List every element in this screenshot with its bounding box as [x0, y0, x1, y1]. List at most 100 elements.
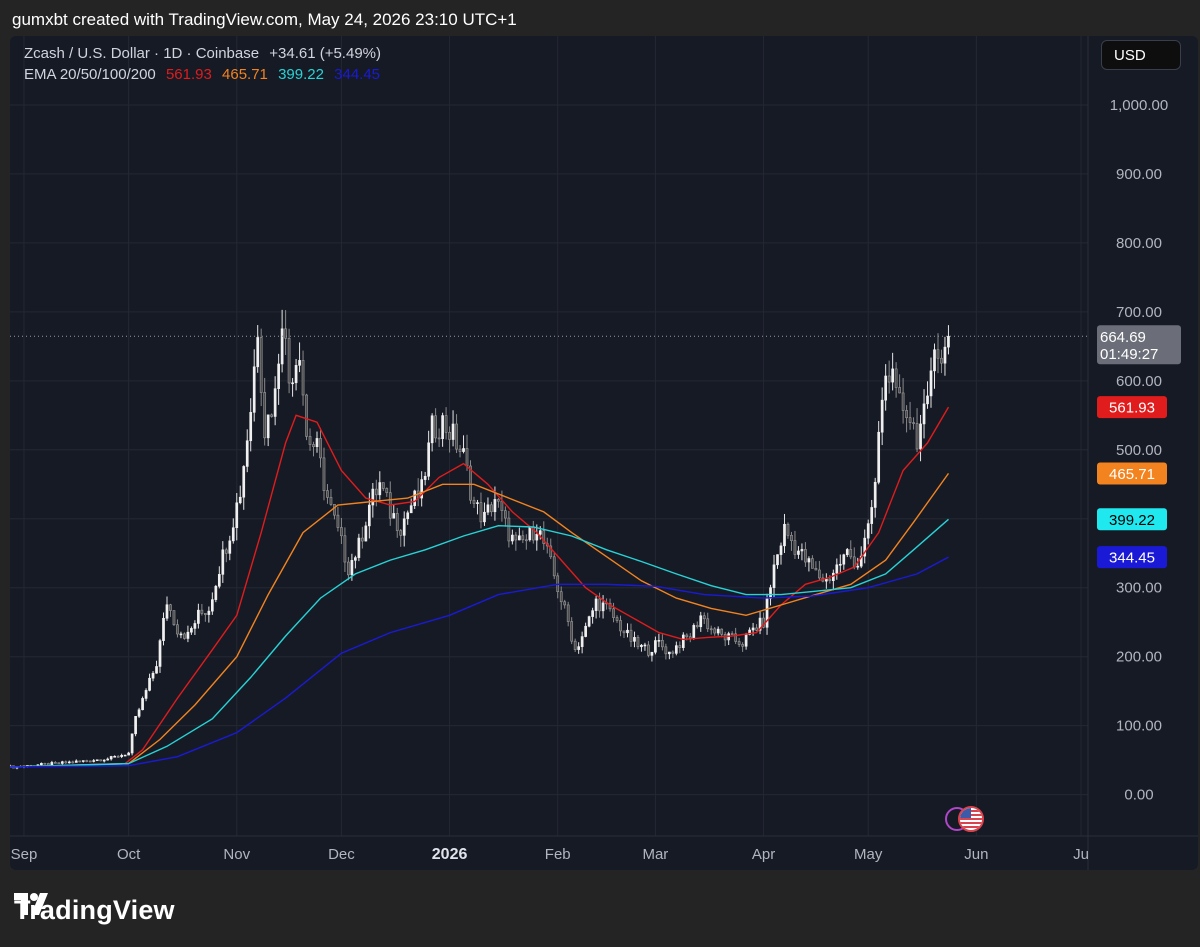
- legend-symbol[interactable]: Zcash / U.S. Dollar · 1D · Coinbase +34.…: [24, 45, 381, 62]
- ema-line-ema50: [10, 472, 950, 768]
- candle: [99, 759, 103, 762]
- candle: [207, 606, 211, 623]
- candle-body: [863, 537, 867, 557]
- candle-body: [887, 375, 891, 383]
- candle: [936, 333, 940, 374]
- candle: [301, 350, 305, 406]
- candle: [497, 497, 500, 508]
- candle-body: [277, 363, 280, 389]
- candle-body: [497, 499, 500, 502]
- candle-body: [217, 574, 221, 587]
- candle-body: [748, 629, 751, 635]
- candle: [776, 554, 779, 569]
- candle-body: [71, 761, 75, 764]
- candle-body: [123, 754, 127, 757]
- candle-body: [204, 613, 207, 615]
- candle: [102, 759, 106, 763]
- candle: [430, 413, 434, 452]
- candle-body: [776, 554, 779, 566]
- candle-body: [256, 337, 260, 368]
- candle-body: [151, 672, 155, 679]
- candle: [228, 535, 232, 561]
- candle-body: [92, 760, 96, 762]
- candle: [605, 598, 608, 610]
- candle: [504, 506, 507, 527]
- candle-body: [81, 760, 85, 762]
- candle: [542, 521, 546, 550]
- candle-body: [849, 549, 853, 558]
- ema-badge-text: 399.22: [1109, 512, 1155, 529]
- ema-badge-ema200: 344.45: [1097, 546, 1167, 569]
- candle-body: [657, 640, 661, 642]
- candle: [204, 613, 207, 622]
- candle-body: [891, 368, 894, 383]
- candle: [95, 759, 99, 762]
- candle-body: [308, 436, 312, 445]
- chart-credit: gumxbt created with TradingView.com, May…: [12, 10, 517, 29]
- candle-body: [301, 360, 305, 396]
- candle: [354, 555, 357, 569]
- candle: [919, 414, 922, 462]
- candle-body: [395, 513, 399, 531]
- candle-body: [640, 644, 643, 648]
- candle: [573, 638, 577, 652]
- candle-body: [47, 763, 50, 766]
- candle-body: [692, 625, 696, 639]
- candle: [873, 477, 877, 518]
- candle-body: [814, 568, 818, 571]
- candle: [343, 527, 347, 572]
- candle-body: [877, 431, 881, 483]
- candle-body: [549, 545, 553, 558]
- chart-area[interactable]: 0.00100.00200.00300.00400.00500.00600.00…: [10, 36, 1198, 870]
- candle: [158, 638, 162, 673]
- candle-body: [933, 349, 936, 372]
- candle-body: [99, 759, 103, 762]
- currency-button[interactable]: USD: [1101, 40, 1181, 70]
- candle: [151, 671, 155, 682]
- candle: [469, 460, 472, 504]
- candle-body: [643, 644, 647, 647]
- candle: [259, 328, 263, 407]
- ema-badge-text: 561.93: [1109, 400, 1155, 417]
- candle-body: [465, 448, 469, 467]
- legend-ema[interactable]: EMA 20/50/100/200 561.93 465.71 399.22 3…: [24, 66, 380, 83]
- candle-body: [580, 636, 584, 647]
- candle: [420, 471, 424, 507]
- candle-body: [535, 534, 539, 541]
- candle: [116, 755, 120, 758]
- price-chart[interactable]: 0.00100.00200.00300.00400.00500.00600.00…: [10, 36, 1198, 870]
- countdown-text: 01:49:27: [1100, 346, 1158, 363]
- candle: [681, 632, 685, 651]
- candle-body: [629, 629, 633, 642]
- candle-body: [730, 633, 734, 635]
- candle: [657, 633, 661, 648]
- y-tick-label: 700.00: [1116, 304, 1162, 321]
- candle-body: [573, 640, 577, 650]
- candle: [898, 374, 901, 394]
- candle-body: [385, 488, 389, 493]
- candle-body: [800, 549, 804, 552]
- candle: [266, 414, 270, 447]
- candle-body: [462, 448, 465, 452]
- candle: [137, 707, 141, 719]
- us-flag-icon[interactable]: [958, 806, 984, 832]
- candle: [252, 349, 256, 422]
- candle: [476, 499, 479, 515]
- candle: [647, 641, 650, 658]
- candle: [165, 596, 169, 621]
- candle-body: [252, 366, 256, 413]
- candle-body: [524, 539, 528, 542]
- candle: [155, 660, 158, 674]
- candle: [490, 501, 493, 517]
- candle: [633, 631, 636, 648]
- candle-body: [176, 624, 179, 635]
- candle-body: [137, 709, 141, 717]
- candle-body: [828, 578, 832, 581]
- candle: [507, 510, 511, 548]
- candle: [594, 596, 598, 619]
- y-tick-label: 600.00: [1116, 373, 1162, 390]
- candle-body: [626, 629, 629, 634]
- candle: [531, 520, 535, 544]
- candle: [636, 635, 640, 650]
- candle: [845, 547, 849, 558]
